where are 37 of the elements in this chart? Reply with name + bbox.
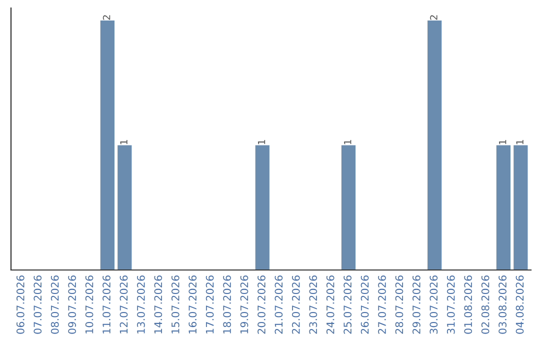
- x-tick-label: 18.07.2026: [223, 276, 231, 334]
- x-tick-label: 03.08.2026: [498, 276, 506, 334]
- data-label: 1: [120, 140, 128, 144]
- x-tick-label: 06.07.2026: [16, 276, 24, 334]
- x-tick-label: 29.07.2026: [412, 276, 420, 334]
- data-label: 1: [516, 140, 524, 144]
- x-tick-label: 16.07.2026: [188, 276, 197, 334]
- x-tick-label: 08.07.2026: [50, 276, 59, 334]
- x-tick-label: 10.07.2026: [85, 276, 94, 334]
- x-tick-label: 15.07.2026: [171, 276, 180, 334]
- x-tick-label: 11.07.2026: [102, 276, 110, 334]
- x-tick-label: 20.07.2026: [258, 276, 266, 334]
- x-tick-label: 14.07.2026: [154, 276, 162, 334]
- x-tick-label: 31.07.2026: [446, 276, 455, 334]
- x-tick-label: 23.07.2026: [309, 276, 318, 334]
- x-tick-label: 01.08.2026: [464, 276, 472, 334]
- x-tick-label: 12.07.2026: [120, 276, 128, 334]
- data-label: 1: [499, 140, 506, 144]
- data-label: 1: [344, 140, 352, 144]
- data-label: 2: [430, 15, 438, 20]
- data-label: 1: [258, 140, 266, 144]
- x-tick-label: 19.07.2026: [240, 276, 248, 334]
- x-tick-label: 21.07.2026: [274, 276, 283, 334]
- x-tick-label: 27.07.2026: [378, 276, 386, 334]
- x-tick-label: 07.07.2026: [34, 276, 42, 334]
- x-tick-label: 09.07.2026: [68, 276, 76, 334]
- x-tick-label: 24.07.2026: [326, 276, 334, 334]
- x-tick-label: 30.07.2026: [430, 276, 438, 334]
- x-tick-label: 26.07.2026: [360, 276, 369, 334]
- x-tick-label: 04.08.2026: [516, 276, 524, 334]
- x-tick-label: 13.07.2026: [137, 276, 145, 334]
- x-tick-label: 17.07.2026: [206, 276, 214, 334]
- x-tick-label: 22.07.2026: [292, 276, 300, 334]
- x-tick-label: 02.08.2026: [481, 276, 490, 334]
- x-tick-label: 28.07.2026: [395, 276, 404, 334]
- data-label: 2: [102, 15, 110, 20]
- x-tick-label: 25.07.2026: [344, 276, 352, 334]
